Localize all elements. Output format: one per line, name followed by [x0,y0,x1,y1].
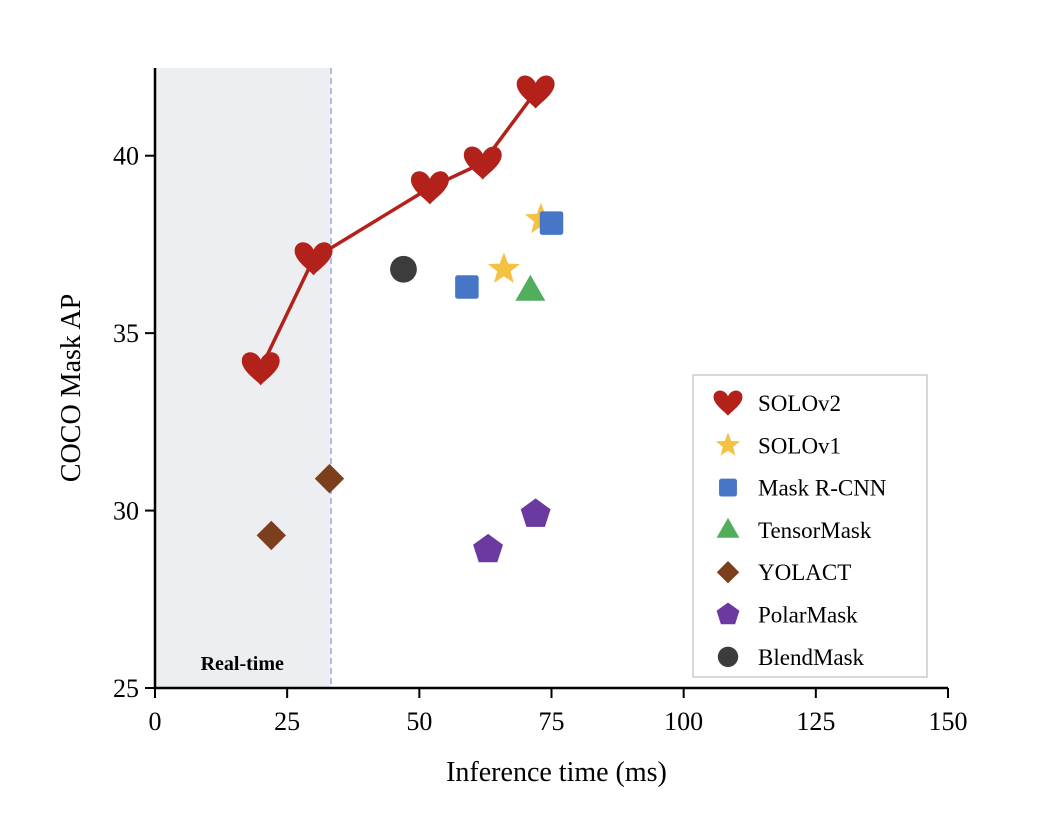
y-tick-label: 30 [113,497,139,526]
y-tick-label: 25 [113,674,139,703]
tensormask-point [515,274,546,301]
solov1-point [487,252,520,283]
y-tick-label: 40 [113,142,139,171]
yolact-point [314,463,345,494]
legend-marker-polarmask [716,602,740,625]
x-axis-title: Inference time (ms) [446,757,667,788]
solov2-point [516,75,555,109]
legend-marker-solov1 [715,432,741,456]
legend-marker-blendmask [717,646,739,667]
solov2-point [410,171,449,205]
polarmask-point [473,533,503,563]
solov2-point [241,352,280,386]
x-tick-label: 125 [796,707,835,736]
x-tick-label: 0 [149,707,162,736]
solov2-point [463,146,502,180]
x-tick-label: 50 [406,707,432,736]
legend-marker-mask-r-cnn [719,478,737,497]
legend-marker-solov2 [713,390,743,416]
x-tick-label: 100 [664,707,703,736]
legend-label-polarmask: PolarMask [758,603,858,628]
x-tick-label: 150 [929,707,968,736]
legend-label-yolact: YOLACT [758,560,851,585]
x-tick-label: 75 [539,707,565,736]
realtime-label: Real-time [201,653,284,675]
realtime-region [155,68,332,688]
legend-label-solov2: SOLOv2 [758,391,841,416]
legend-label-mask-r-cnn: Mask R-CNN [758,476,887,501]
mask-r-cnn-point [455,275,479,299]
legend-marker-yolact [716,561,740,584]
solov2-point [294,242,333,276]
legend-label-tensormask: TensorMask [758,518,872,543]
y-axis-title: COCO Mask AP [56,294,87,482]
yolact-point [256,520,287,551]
legend-label-solov1: SOLOv1 [758,433,841,458]
mask-r-cnn-point [539,211,564,235]
y-tick-label: 35 [113,319,139,348]
blendmask-point [390,255,417,283]
legend-label-blendmask: BlendMask [758,645,865,670]
legend-marker-tensormask [716,517,740,538]
x-tick-label: 25 [274,707,300,736]
polarmask-point [520,498,551,527]
